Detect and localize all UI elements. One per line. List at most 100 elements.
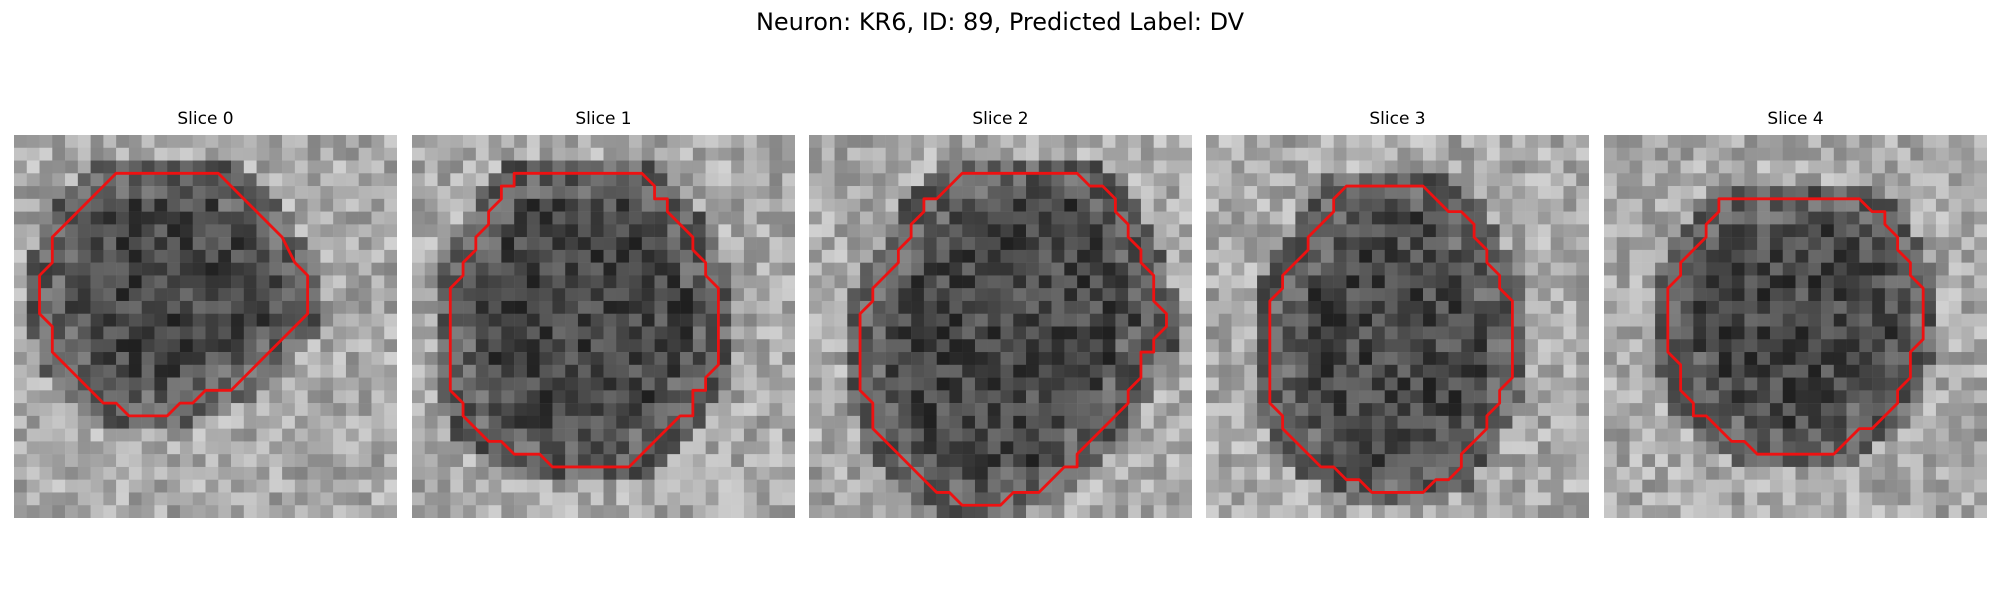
image-pixel bbox=[898, 326, 912, 340]
image-pixel bbox=[333, 288, 347, 302]
image-pixel bbox=[1706, 288, 1720, 302]
image-pixel bbox=[1064, 492, 1078, 506]
image-pixel bbox=[1563, 364, 1577, 378]
image-pixel bbox=[14, 403, 28, 417]
image-pixel bbox=[769, 390, 783, 404]
image-pixel bbox=[911, 390, 925, 404]
image-pixel bbox=[898, 466, 912, 480]
image-pixel bbox=[1525, 505, 1539, 518]
image-pixel bbox=[718, 339, 732, 353]
image-pixel bbox=[1948, 364, 1962, 378]
image-pixel bbox=[1537, 364, 1551, 378]
image-pixel bbox=[1295, 275, 1309, 289]
image-pixel bbox=[1693, 364, 1707, 378]
image-pixel bbox=[1077, 288, 1091, 302]
image-pixel bbox=[1089, 415, 1103, 429]
image-pixel bbox=[1512, 352, 1526, 366]
image-pixel bbox=[1346, 288, 1360, 302]
image-pixel bbox=[885, 224, 899, 238]
image-pixel bbox=[1961, 441, 1975, 455]
image-pixel bbox=[256, 339, 270, 353]
image-pixel bbox=[1218, 492, 1232, 506]
image-pixel bbox=[616, 492, 630, 506]
image-pixel bbox=[488, 428, 502, 442]
image-pixel bbox=[1486, 479, 1500, 493]
image-pixel bbox=[1486, 186, 1500, 200]
image-pixel bbox=[1642, 352, 1656, 366]
image-pixel bbox=[590, 313, 604, 327]
image-pixel bbox=[616, 160, 630, 174]
image-pixel bbox=[1897, 479, 1911, 493]
image-pixel bbox=[1718, 275, 1732, 289]
image-pixel bbox=[1474, 160, 1488, 174]
image-pixel bbox=[705, 173, 719, 187]
image-pixel bbox=[718, 454, 732, 468]
image-pixel bbox=[821, 415, 835, 429]
image-pixel bbox=[141, 135, 155, 149]
image-pixel bbox=[1371, 211, 1385, 225]
image-pixel bbox=[1731, 147, 1745, 161]
image-pixel bbox=[231, 352, 245, 366]
image-pixel bbox=[821, 466, 835, 480]
image-pixel bbox=[1897, 326, 1911, 340]
image-pixel bbox=[1795, 364, 1809, 378]
image-pixel bbox=[539, 198, 553, 212]
image-pixel bbox=[1102, 224, 1116, 238]
image-pixel bbox=[256, 147, 270, 161]
image-pixel bbox=[616, 262, 630, 276]
image-pixel bbox=[821, 160, 835, 174]
image-pixel bbox=[1604, 339, 1618, 353]
image-pixel bbox=[1846, 237, 1860, 251]
image-pixel bbox=[1218, 186, 1232, 200]
image-pixel bbox=[1782, 377, 1796, 391]
image-pixel bbox=[192, 288, 206, 302]
image-pixel bbox=[320, 377, 334, 391]
image-pixel bbox=[872, 300, 886, 314]
image-pixel bbox=[1604, 415, 1618, 429]
image-pixel bbox=[1821, 505, 1835, 518]
image-pixel bbox=[141, 237, 155, 251]
image-pixel bbox=[731, 288, 745, 302]
image-pixel bbox=[90, 160, 104, 174]
image-pixel bbox=[1757, 466, 1771, 480]
image-pixel bbox=[205, 415, 219, 429]
image-pixel bbox=[1320, 147, 1334, 161]
image-pixel bbox=[1974, 160, 1987, 174]
image-pixel bbox=[718, 262, 732, 276]
image-pixel bbox=[974, 237, 988, 251]
image-pixel bbox=[514, 326, 528, 340]
image-pixel bbox=[1642, 479, 1656, 493]
image-pixel bbox=[1706, 249, 1720, 263]
image-pixel bbox=[1629, 428, 1643, 442]
image-pixel bbox=[424, 313, 438, 327]
image-pixel bbox=[1077, 403, 1091, 417]
image-pixel bbox=[1884, 300, 1898, 314]
image-pixel bbox=[1910, 479, 1924, 493]
image-pixel bbox=[898, 198, 912, 212]
image-pixel bbox=[1218, 249, 1232, 263]
image-pixel bbox=[256, 160, 270, 174]
image-pixel bbox=[1064, 313, 1078, 327]
image-pixel bbox=[705, 249, 719, 263]
image-pixel bbox=[590, 147, 604, 161]
image-pixel bbox=[307, 198, 321, 212]
image-pixel bbox=[1320, 135, 1334, 149]
image-pixel bbox=[1308, 288, 1322, 302]
image-pixel bbox=[1397, 186, 1411, 200]
image-pixel bbox=[26, 326, 40, 340]
image-pixel bbox=[1604, 377, 1618, 391]
image-pixel bbox=[231, 441, 245, 455]
image-pixel bbox=[103, 135, 117, 149]
image-pixel bbox=[437, 300, 451, 314]
image-pixel bbox=[1616, 466, 1630, 480]
image-pixel bbox=[590, 249, 604, 263]
image-pixel bbox=[475, 198, 489, 212]
image-pixel bbox=[1616, 198, 1630, 212]
image-pixel bbox=[590, 262, 604, 276]
image-pixel bbox=[1115, 173, 1129, 187]
image-pixel bbox=[1038, 466, 1052, 480]
image-pixel bbox=[1077, 339, 1091, 353]
image-pixel bbox=[179, 249, 193, 263]
image-pixel bbox=[1269, 237, 1283, 251]
image-pixel bbox=[282, 262, 296, 276]
